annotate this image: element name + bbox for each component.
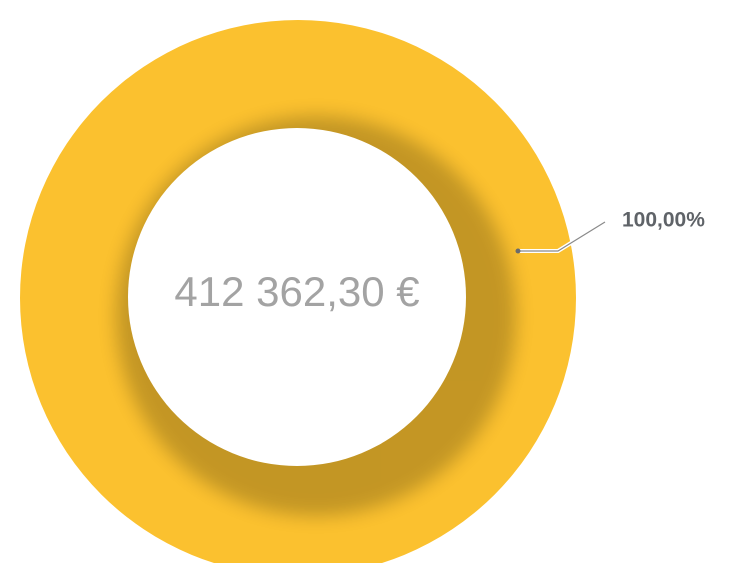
donut-hole — [128, 128, 466, 466]
leader-dot — [515, 248, 521, 254]
labels: 100,00% — [515, 209, 705, 254]
leader-line — [518, 221, 606, 252]
value-label: 100,00% — [622, 209, 705, 232]
center-label: 412 362,30 € — [174, 268, 419, 315]
